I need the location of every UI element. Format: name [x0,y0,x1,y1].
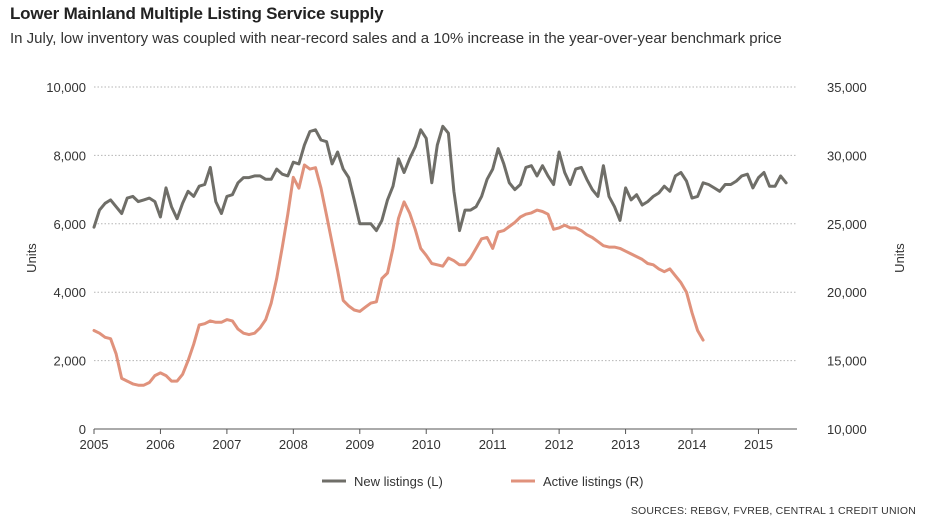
y-left-tick-label: 0 [79,422,86,437]
y-left-tick-label: 6,000 [53,217,86,232]
y-left-tick-label: 4,000 [53,285,86,300]
y-left-tick-label: 8,000 [53,148,86,163]
x-tick-label: 2015 [744,437,773,452]
y-right-tick-label: 10,000 [827,422,867,437]
y-right-tick-label: 20,000 [827,285,867,300]
x-tick-label: 2011 [479,437,507,452]
x-tick-label: 2014 [678,437,707,452]
x-tick-label: 2005 [80,437,109,452]
x-tick-label: 2013 [611,437,640,452]
x-tick-label: 2007 [212,437,241,452]
chart-subtitle: In July, low inventory was coupled with … [10,30,782,47]
x-tick-label: 2012 [545,437,574,452]
chart-title: Lower Mainland Multiple Listing Service … [10,4,384,23]
x-tick-label: 2010 [412,437,441,452]
axes: 0 10,000 2,000 15,000 4,000 20,000 6,000 25,000… [24,80,907,452]
y-right-tick-label: 15,000 [827,354,867,369]
x-tick-label: 2009 [345,437,374,452]
y-right-axis-title: Units [892,243,907,273]
series-line-new-listings [92,124,788,233]
source-note: SOURCES: REBGV, FVREB, CENTRAL 1 CREDIT … [630,505,916,517]
x-tick-label: 2008 [279,437,308,452]
gridlines [94,86,797,362]
series-line-active-listings [92,163,705,387]
x-tick-label: 2006 [146,437,175,452]
legend-item-active-listings-label: Active listings (R) [543,474,643,489]
y-left-tick-label: 10,000 [46,80,86,95]
y-left-axis-title: Units [24,243,39,273]
y-right-tick-label: 30,000 [827,148,867,163]
y-left-tick-label: 2,000 [53,354,86,369]
y-right-tick-label: 35,000 [827,80,867,95]
legend: New listings (L) Active listings (R) [322,474,643,489]
legend-item-new-listings-label: New listings (L) [354,474,443,489]
y-right-tick-label: 25,000 [827,217,867,232]
series-lines [92,124,788,387]
